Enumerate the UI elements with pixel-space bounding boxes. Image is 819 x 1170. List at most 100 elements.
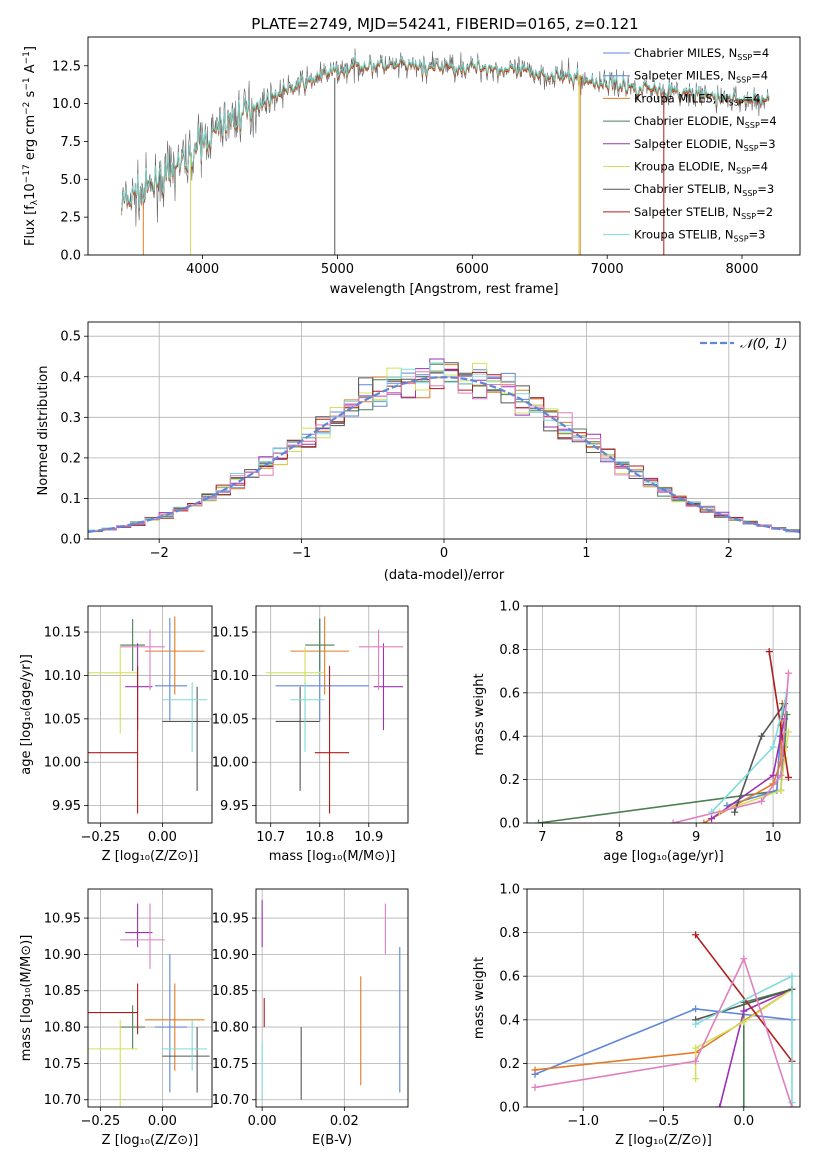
weight-marker: [740, 1103, 748, 1107]
x-tick-label: 5000: [321, 262, 354, 277]
legend-label: Salpeter ELODIE, NSSP=3: [634, 137, 776, 153]
plot-area: [261, 899, 401, 1100]
weight-line: [726, 692, 788, 807]
y-tick-label: 10.75: [212, 1057, 249, 1072]
y-tick-label: 10.80: [44, 1021, 81, 1036]
legend-label: Kroupa STELIB, NSSP=3: [634, 228, 765, 244]
x-tick-label: 0: [440, 546, 448, 561]
x-tick-label: 0.00: [248, 1114, 277, 1129]
weight-marker: [708, 815, 716, 823]
weight-marker: [531, 1066, 539, 1074]
weight-marker: [777, 758, 785, 766]
y-axis-label: Flux [fλ10−17 erg cm−2 s−1 A−1]: [22, 46, 40, 246]
legend-label: Chabrier ELODIE, NSSP=4: [634, 114, 777, 130]
y-tick-label: 1.0: [499, 883, 520, 898]
y-tick-label: 0.4: [60, 370, 81, 385]
y-tick-label: 0.4: [499, 1013, 520, 1028]
y-tick-label: 0.8: [499, 643, 520, 658]
weight-marker: [535, 819, 543, 823]
y-tick-label: 10.10: [212, 669, 249, 684]
weight-marker: [758, 797, 766, 805]
y-tick-label: 10.70: [44, 1093, 81, 1108]
x-tick-label: −0.5: [648, 1114, 680, 1129]
x-tick-label: −1: [292, 546, 311, 561]
x-tick-label: 0.00: [148, 830, 177, 845]
y-tick-label: 0.0: [499, 1101, 520, 1116]
x-tick-label: 0.02: [330, 1114, 359, 1129]
x-tick-label: 6000: [456, 262, 489, 277]
y-tick-label: 0.0: [60, 533, 81, 548]
axes-frame: [87, 888, 213, 1108]
x-axis-label: Z [log₁₀(Z/Z⊙)]: [615, 1133, 712, 1148]
axes-frame: [255, 888, 409, 1108]
panel-mass_vs_Z: −0.25 0.00 10.70 10.75 10.80 10.85 10.90 10.95 Z…: [19, 888, 213, 1148]
y-tick-label: 10.90: [212, 948, 249, 963]
weight-line: [534, 956, 793, 1107]
x-tick-label: 8000: [725, 262, 758, 277]
weight-marker: [692, 1075, 700, 1083]
weight-marker: [731, 808, 739, 816]
x-axis-label: Z [log₁₀(Z/Z⊙)]: [102, 849, 199, 864]
axes-frame: [526, 605, 801, 824]
x-tick-label: 7000: [591, 262, 624, 277]
legend-label: Salpeter MILES, NSSP=4: [634, 69, 768, 85]
x-axis-label: mass [log₁₀(M/M⊙)]: [269, 849, 396, 864]
x-tick-label: 10.9: [354, 830, 383, 845]
weight-line: [719, 731, 790, 813]
y-axis-label: age [log₁₀(age/yr)]: [19, 654, 34, 775]
weight-marker: [669, 819, 677, 823]
y-tick-label: 0.0: [499, 817, 520, 832]
weight-marker: [692, 1057, 700, 1065]
weight-marker: [692, 1005, 700, 1013]
legend-label: Chabrier STELIB, NSSP=3: [634, 182, 774, 198]
y-tick-label: 10.80: [212, 1021, 249, 1036]
y-tick-label: 12.5: [52, 59, 81, 74]
legend-label: Kroupa ELODIE, NSSP=4: [634, 160, 768, 176]
panel-residuals: −2 −1 0 1 2 0.0 0.1 0.2 0.3 0.4 0.5 (data-model)/er…: [36, 321, 801, 583]
weight-marker: [777, 786, 785, 794]
weight-marker: [784, 773, 792, 781]
legend-label: Chabrier MILES, NSSP=4: [634, 46, 769, 62]
y-tick-label: 10.05: [212, 712, 249, 727]
x-tick-label: 8: [615, 830, 623, 845]
y-tick-label: 0.3: [60, 411, 81, 426]
y-tick-label: 10.05: [44, 712, 81, 727]
weight-marker: [531, 1083, 539, 1091]
weight-marker: [769, 743, 777, 751]
x-tick-label: −2: [150, 546, 169, 561]
x-tick-label: 7: [538, 830, 546, 845]
weight-marker: [765, 648, 773, 656]
weight-marker: [788, 1103, 796, 1107]
y-tick-label: 0.5: [60, 330, 81, 345]
x-tick-label: 0.0: [733, 1114, 754, 1129]
plot-area: [121, 48, 770, 255]
weight-marker: [740, 1007, 748, 1015]
plot-area: [88, 903, 210, 1107]
x-tick-label: −1.0: [567, 1114, 599, 1129]
axes-frame: [87, 605, 213, 824]
plot-area: [265, 616, 404, 814]
y-axis-label: mass weight: [472, 673, 487, 755]
weight-marker: [769, 771, 777, 779]
y-tick-label: 10.0: [52, 97, 81, 112]
y-tick-label: 2.5: [60, 211, 81, 226]
plot-area: [531, 931, 796, 1107]
x-tick-label: 4000: [186, 262, 219, 277]
plot-area: [88, 358, 800, 533]
plot-area: [88, 616, 210, 814]
x-tick-label: 0.00: [148, 1114, 177, 1129]
y-tick-label: 10.00: [212, 756, 249, 771]
y-tick-label: 0.0: [60, 249, 81, 264]
panel-weight_vs_Z: −1.0 −0.5 0.0 0.0 0.2 0.4 0.6 0.8 1.0 Z [log₁₀(Z/…: [472, 883, 801, 1148]
weight-marker: [740, 1018, 748, 1026]
histogram-step: [88, 371, 800, 532]
plot-area: [535, 648, 792, 823]
legend-label: Kroupa MILES, NSSP=4: [634, 91, 760, 107]
x-axis-label: (data-model)/error: [384, 568, 505, 583]
y-tick-label: 0.6: [499, 970, 520, 985]
axes-frame: [255, 605, 409, 824]
y-tick-label: 0.8: [499, 926, 520, 941]
axes-frame: [87, 36, 801, 256]
y-tick-label: 9.95: [52, 799, 81, 814]
